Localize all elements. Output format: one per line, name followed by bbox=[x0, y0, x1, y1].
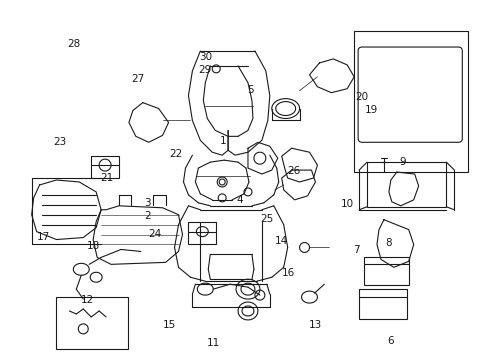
Text: 18: 18 bbox=[87, 241, 100, 251]
Text: 20: 20 bbox=[355, 92, 368, 102]
Text: 11: 11 bbox=[207, 338, 220, 347]
Text: 1: 1 bbox=[220, 136, 226, 146]
Text: 3: 3 bbox=[145, 198, 151, 208]
Text: 15: 15 bbox=[163, 320, 176, 330]
Bar bbox=[91, 156, 119, 178]
Text: 12: 12 bbox=[80, 295, 94, 305]
Text: 8: 8 bbox=[385, 238, 392, 248]
Text: 29: 29 bbox=[198, 65, 212, 75]
Text: 6: 6 bbox=[388, 336, 394, 346]
Text: 21: 21 bbox=[100, 173, 113, 183]
Text: 5: 5 bbox=[247, 85, 254, 95]
Text: 7: 7 bbox=[353, 245, 360, 255]
Text: 23: 23 bbox=[53, 137, 67, 147]
Text: 24: 24 bbox=[148, 229, 162, 239]
Text: 26: 26 bbox=[287, 166, 300, 176]
Text: 22: 22 bbox=[170, 149, 183, 159]
Bar bbox=[354, 31, 468, 172]
Bar bbox=[359, 289, 407, 319]
Bar bbox=[364, 257, 409, 285]
Text: 19: 19 bbox=[365, 105, 378, 115]
Bar bbox=[56, 297, 128, 349]
Text: 9: 9 bbox=[400, 157, 406, 167]
Text: 14: 14 bbox=[275, 236, 288, 246]
Text: 28: 28 bbox=[67, 39, 80, 49]
Bar bbox=[367, 162, 446, 207]
Text: 25: 25 bbox=[260, 214, 273, 224]
Text: 10: 10 bbox=[341, 199, 354, 209]
Text: 4: 4 bbox=[237, 195, 244, 204]
Text: 30: 30 bbox=[199, 52, 213, 62]
Text: 16: 16 bbox=[282, 268, 295, 278]
Bar bbox=[189, 222, 216, 243]
Text: 13: 13 bbox=[309, 320, 322, 330]
Text: 27: 27 bbox=[131, 74, 145, 84]
Text: 17: 17 bbox=[37, 232, 50, 242]
Text: 2: 2 bbox=[145, 211, 151, 221]
